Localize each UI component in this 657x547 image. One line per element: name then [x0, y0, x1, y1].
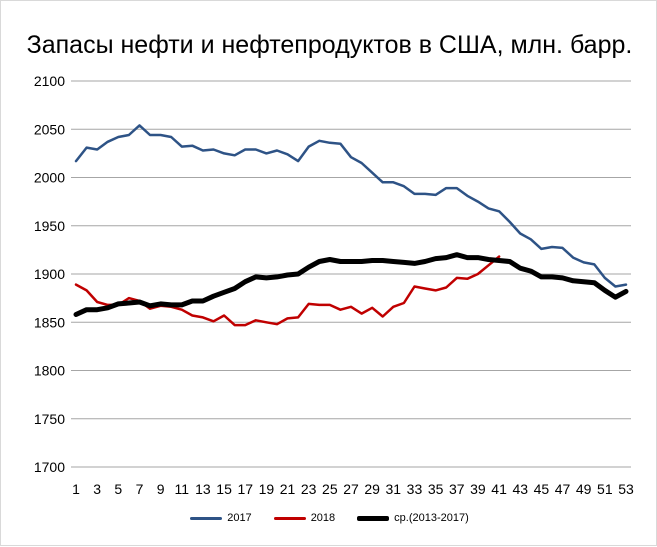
y-tick-label: 1950 — [34, 218, 65, 234]
x-tick-label: 53 — [618, 481, 634, 497]
legend-swatch — [190, 516, 223, 520]
series-line-2 — [73, 252, 629, 317]
x-tick-label: 19 — [259, 481, 275, 497]
x-tick-label: 49 — [576, 481, 592, 497]
x-tick-label: 51 — [597, 481, 613, 497]
x-tick-label: 31 — [386, 481, 402, 497]
x-tick-label: 15 — [216, 481, 232, 497]
series-line-0 — [74, 124, 628, 288]
legend-item: ср.(2013-2017) — [357, 512, 469, 524]
x-tick-label: 47 — [555, 481, 571, 497]
x-tick-label: 9 — [157, 481, 165, 497]
x-tick-label: 7 — [136, 481, 144, 497]
x-tick-label: 23 — [301, 481, 317, 497]
x-tick-label: 11 — [174, 481, 189, 497]
legend-label: ср.(2013-2017) — [394, 512, 469, 524]
legend-label: 2017 — [227, 512, 252, 524]
y-tick-label: 1850 — [34, 314, 65, 330]
y-tick-label: 1700 — [34, 459, 65, 475]
chart-legend: 2017 2018 ср.(2013-2017) — [1, 507, 657, 529]
x-tick-label: 3 — [93, 481, 101, 497]
y-tick-label: 2050 — [34, 121, 65, 137]
x-tick-label: 17 — [237, 481, 253, 497]
legend-label: 2018 — [310, 512, 336, 524]
x-tick-label: 35 — [428, 481, 444, 497]
y-tick-label: 2000 — [34, 170, 65, 186]
x-tick-label: 5 — [114, 481, 122, 497]
x-tick-label: 43 — [512, 481, 528, 497]
x-tick-label: 13 — [195, 481, 211, 497]
x-tick-label: 29 — [364, 481, 380, 497]
y-tick-label: 1750 — [34, 411, 65, 427]
chart-title: Запасы нефти и нефтепродуктов в США, млн… — [26, 31, 633, 59]
x-tick-label: 1 — [72, 481, 80, 497]
x-tick-label: 39 — [470, 481, 486, 497]
legend-swatch — [357, 515, 390, 521]
x-tick-label: 41 — [491, 481, 507, 497]
y-tick-label: 2100 — [34, 73, 65, 89]
x-tick-label: 45 — [534, 481, 550, 497]
legend-item: 2018 — [273, 512, 336, 524]
y-tick-label: 1800 — [34, 363, 65, 379]
x-tick-label: 21 — [280, 481, 296, 497]
series-line-1 — [74, 255, 501, 327]
x-tick-label: 33 — [407, 481, 423, 497]
y-tick-label: 1900 — [34, 266, 65, 282]
legend-swatch — [273, 516, 306, 520]
x-tick-label: 27 — [343, 481, 359, 497]
legend-item: 2017 — [190, 512, 252, 524]
x-tick-label: 25 — [322, 481, 338, 497]
x-tick-label: 37 — [449, 481, 465, 497]
